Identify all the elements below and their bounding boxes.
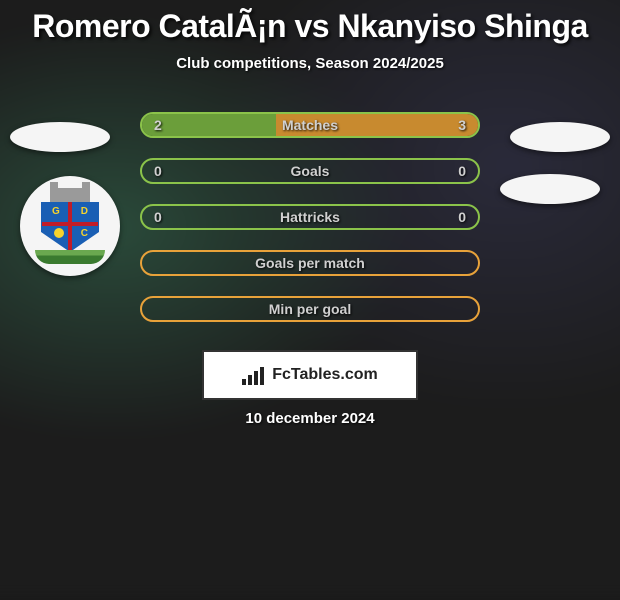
stat-value-left: 2 [154, 117, 162, 133]
comparison-row: Hattricks 0 0 [0, 194, 620, 240]
crest-cross-horizontal [42, 222, 98, 226]
stat-bar: Goals per match [140, 250, 480, 276]
stat-value-right: 3 [458, 117, 466, 133]
crest-cross-vertical [68, 202, 72, 250]
crest-letter-d: D [81, 206, 88, 217]
stat-bar: Matches 2 3 [140, 112, 480, 138]
bar-fill-left [142, 114, 276, 136]
stat-label: Goals [291, 163, 330, 179]
page-title: Romero CatalÃ¡n vs Nkanyiso Shinga [0, 0, 620, 45]
stat-value-left: 0 [154, 209, 162, 225]
comparison-row: Goals per match [0, 240, 620, 286]
brand-text: FcTables.com [272, 366, 378, 384]
brand-box: FcTables.com [202, 350, 418, 400]
date-label: 10 december 2024 [0, 410, 620, 427]
stat-value-right: 0 [458, 163, 466, 179]
stat-label: Matches [282, 117, 338, 133]
stat-bar: Min per goal [140, 296, 480, 322]
stat-label: Hattricks [280, 209, 340, 225]
stat-label: Goals per match [255, 255, 365, 271]
crest-letter-c: C [81, 228, 88, 239]
crest-letter-g: G [52, 206, 60, 217]
comparison-row: Matches 2 3 [0, 102, 620, 148]
stat-value-right: 0 [458, 209, 466, 225]
subtitle: Club competitions, Season 2024/2025 [0, 55, 620, 72]
stat-label: Min per goal [269, 301, 351, 317]
content-root: Romero CatalÃ¡n vs Nkanyiso Shinga Club … [0, 0, 620, 580]
crest-ball-icon [54, 228, 64, 238]
comparison-rows: Matches 2 3 Goals 0 0 Hattricks 0 0 Goals per mat… [0, 102, 620, 332]
stat-bar: Goals 0 0 [140, 158, 480, 184]
brand-chart-icon [242, 365, 266, 385]
comparison-row: Min per goal [0, 286, 620, 332]
stat-bar: Hattricks 0 0 [140, 204, 480, 230]
comparison-row: Goals 0 0 [0, 148, 620, 194]
stat-value-left: 0 [154, 163, 162, 179]
